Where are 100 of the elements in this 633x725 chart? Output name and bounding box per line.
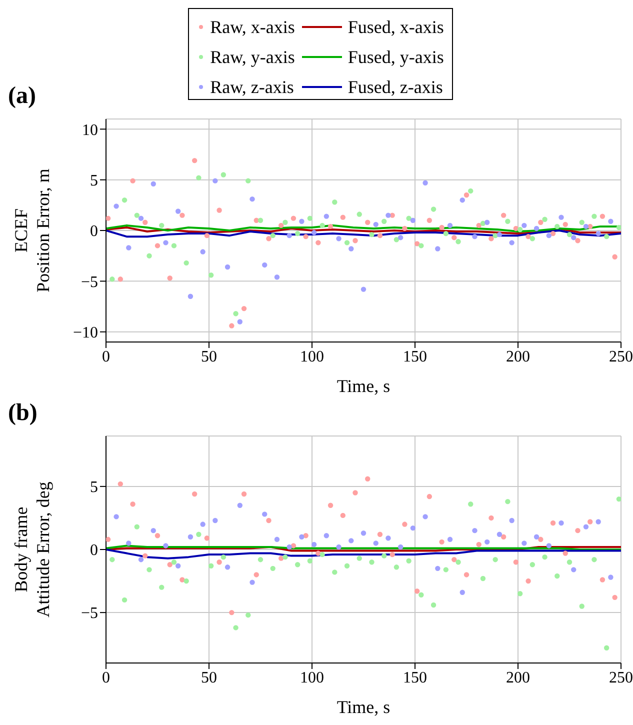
point (422, 514, 428, 520)
point (307, 558, 313, 564)
point (418, 243, 424, 248)
point (394, 564, 400, 570)
point (184, 260, 189, 266)
point (150, 528, 156, 534)
point (566, 232, 572, 238)
point (546, 232, 552, 238)
point (534, 534, 540, 540)
point (365, 476, 370, 482)
point (110, 556, 115, 562)
point (612, 254, 618, 260)
point (398, 234, 404, 240)
point (592, 556, 597, 562)
point (303, 234, 308, 240)
point (299, 218, 304, 224)
point (526, 578, 531, 584)
x-tick-label: 0 (102, 348, 110, 366)
point (340, 512, 346, 518)
point (422, 180, 428, 186)
point (324, 214, 330, 219)
point (348, 246, 354, 252)
point (583, 224, 589, 230)
point (180, 212, 185, 218)
point (575, 238, 580, 244)
x-tick-label: 250 (609, 348, 633, 366)
point (468, 502, 474, 507)
point (303, 533, 308, 538)
point (373, 222, 378, 228)
line-series (106, 548, 621, 560)
point (356, 212, 362, 217)
point (332, 570, 338, 575)
point (154, 533, 160, 538)
point (426, 494, 432, 500)
x-tick-label: 50 (201, 669, 217, 686)
point (583, 524, 589, 530)
point (110, 276, 115, 282)
point (500, 534, 506, 540)
point (114, 204, 119, 209)
point (192, 158, 198, 164)
point (220, 172, 226, 178)
x-tick-label: 50 (201, 348, 217, 366)
point (558, 520, 564, 526)
point (608, 218, 614, 224)
point (336, 236, 342, 242)
point (460, 197, 465, 203)
point (274, 536, 280, 542)
point (377, 532, 383, 537)
point (566, 560, 572, 565)
point (579, 604, 584, 609)
x-tick-label: 200 (506, 669, 530, 686)
point (456, 239, 461, 244)
point (550, 230, 556, 236)
point (484, 220, 490, 225)
point (196, 532, 202, 537)
point (365, 220, 370, 225)
point (286, 544, 292, 550)
point (278, 556, 284, 561)
point (278, 222, 284, 228)
point (270, 232, 276, 238)
point (369, 560, 374, 565)
point (250, 580, 255, 585)
point (208, 563, 214, 568)
y-tick-label: 0 (90, 542, 98, 560)
point (311, 542, 317, 548)
point (352, 238, 358, 244)
point (150, 181, 156, 186)
point (200, 249, 206, 254)
point (522, 222, 527, 228)
point (126, 245, 132, 250)
point (517, 591, 523, 596)
point (596, 519, 601, 524)
point (229, 323, 234, 328)
point (237, 502, 242, 508)
point (106, 536, 111, 542)
point (294, 562, 300, 568)
point (290, 216, 296, 221)
x-tick-label: 0 (102, 669, 110, 686)
y-tick-label: 10 (82, 122, 98, 139)
point (138, 216, 144, 221)
y-tick-label: 0 (90, 223, 98, 240)
point (468, 188, 474, 194)
point (171, 560, 177, 565)
legend-label: Fused, x-axis (348, 16, 444, 38)
point (517, 226, 523, 232)
point (250, 196, 255, 202)
point (212, 518, 218, 524)
point (530, 236, 536, 242)
point (452, 556, 457, 562)
point (596, 230, 601, 236)
point (167, 562, 172, 568)
legend-label: Raw, z-axis (210, 76, 294, 98)
point (430, 206, 436, 212)
point (159, 222, 164, 228)
point (406, 216, 412, 221)
y-axis-title: Body frame Attitude Error, deg (11, 482, 53, 618)
y-tick-label: −5 (80, 605, 98, 622)
point (480, 576, 486, 582)
point (299, 534, 304, 540)
point (476, 542, 482, 548)
